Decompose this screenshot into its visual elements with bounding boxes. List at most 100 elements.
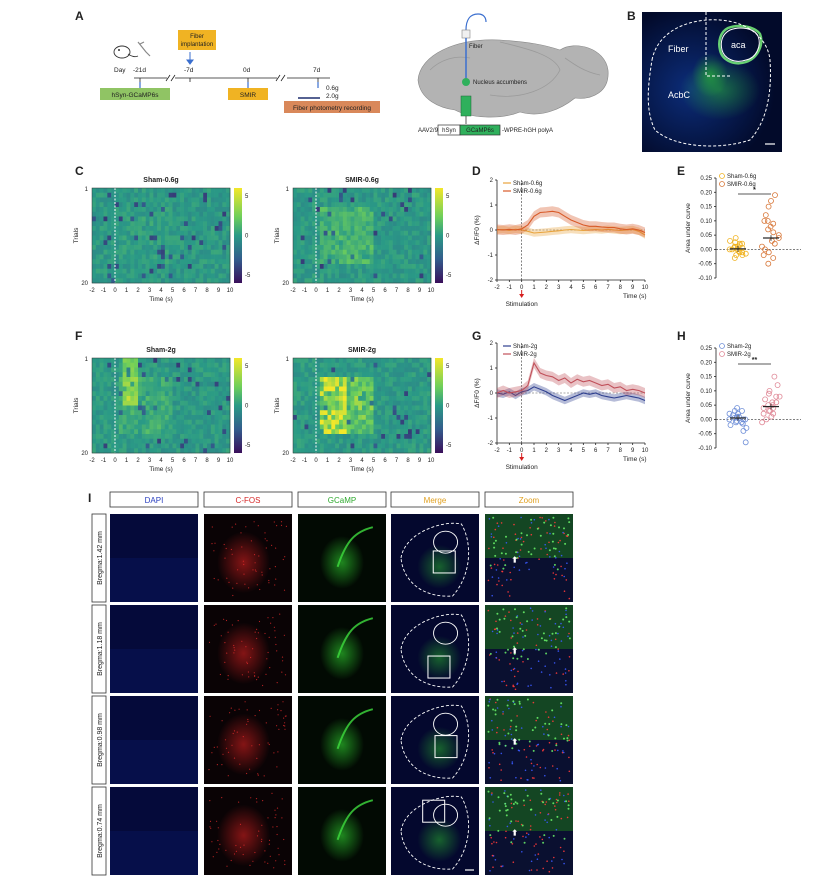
heatmap-cell — [400, 448, 405, 454]
panel-letter-f: F — [75, 329, 82, 343]
heatmap-cell — [335, 264, 340, 270]
x-tick-label: 6 — [594, 285, 598, 291]
heatmap-cell — [134, 358, 139, 364]
heatmap-cell — [222, 192, 227, 198]
heatmap-cell — [153, 216, 158, 222]
heatmap-cell — [157, 438, 162, 444]
heatmap-cell — [308, 438, 313, 444]
data-point — [761, 217, 768, 224]
heatmap-xtick: 5 — [171, 288, 175, 294]
heatmap-cell — [373, 443, 378, 449]
heatmap-cell — [339, 415, 344, 421]
heatmap-cell — [180, 372, 185, 378]
heatmap-cell — [327, 264, 332, 270]
heatmap-cell — [103, 377, 108, 383]
heatmap-cell — [381, 400, 386, 406]
heatmap-cell — [346, 207, 351, 213]
heatmap-cell — [107, 278, 112, 284]
heatmap-cell — [103, 443, 108, 449]
heatmap-cell — [312, 377, 317, 383]
heatmap-cell — [168, 268, 173, 274]
heatmap-cell — [203, 358, 208, 364]
heatmap-cell — [134, 448, 139, 454]
heatmap-cell — [419, 424, 424, 430]
heatmap-cell — [388, 400, 393, 406]
heatmap-cell — [153, 381, 158, 387]
heatmap-cell — [408, 419, 413, 425]
heatmap-cell — [153, 273, 158, 279]
heatmap-cell — [149, 221, 154, 227]
heatmap-cell — [423, 249, 428, 255]
heatmap-cell — [419, 381, 424, 387]
heatmap-cell — [296, 216, 301, 222]
heatmap-cell — [187, 188, 192, 194]
heatmap-cell — [327, 273, 332, 279]
heatmap-cell — [214, 264, 219, 270]
heatmap-cell — [312, 419, 317, 425]
heatmap-cell — [373, 410, 378, 416]
arrow-marker: ⬆ — [511, 828, 518, 837]
heatmap-cell — [308, 197, 313, 203]
heatmap-cell — [168, 372, 173, 378]
heatmap-cell — [385, 400, 390, 406]
heatmap-cell — [323, 381, 328, 387]
heatmap-cell — [107, 254, 112, 260]
heatmap-cell — [419, 400, 424, 406]
heatmap-cell — [134, 197, 139, 203]
heatmap-cell — [161, 410, 166, 416]
heatmap-cell — [130, 230, 135, 236]
heatmap-cell — [423, 230, 428, 236]
heatmap-cell — [312, 273, 317, 279]
heatmap-cell — [199, 377, 204, 383]
heatmap-cell — [138, 419, 143, 425]
heatmap-cell — [415, 448, 420, 454]
heatmap-cell — [157, 443, 162, 449]
heatmap-cell — [126, 372, 131, 378]
heatmap-cell — [358, 362, 363, 368]
heatmap-cell — [145, 372, 150, 378]
heatmap-cell — [339, 278, 344, 284]
heatmap-cell — [319, 192, 324, 198]
heatmap-cell — [369, 188, 374, 194]
heatmap-cell — [126, 273, 131, 279]
heatmap-cell — [161, 386, 166, 392]
heatmap-cell — [369, 211, 374, 217]
heatmap-cell — [176, 438, 181, 444]
heatmap-cell — [319, 268, 324, 274]
heatmap-cell — [312, 211, 317, 217]
heatmap-cell — [331, 386, 336, 392]
heatmap-cell — [385, 235, 390, 241]
heatmap-cell — [218, 438, 223, 444]
heatmap-cell — [207, 448, 212, 454]
heatmap-cell — [111, 448, 116, 454]
heatmap-cell — [392, 202, 397, 208]
heatmap-cell — [222, 400, 227, 406]
heatmap-cell — [396, 197, 401, 203]
heatmap-cell — [122, 419, 127, 425]
heatmap-cell — [373, 396, 378, 402]
heatmap-cell — [99, 410, 104, 416]
heatmap-cell — [392, 188, 397, 194]
heatmap-cell — [176, 400, 181, 406]
heatmap-cell — [392, 254, 397, 260]
heatmap-cell — [373, 367, 378, 373]
heatmap-cell — [184, 207, 189, 213]
heatmap-cell — [130, 448, 135, 454]
heatmap-cell — [365, 377, 370, 383]
heatmap-cell — [180, 415, 185, 421]
heatmap-cell — [199, 273, 204, 279]
y-tick-label: 1 — [490, 366, 494, 372]
heatmap-cell — [207, 211, 212, 217]
heatmap-cell — [381, 249, 386, 255]
heatmap-cell — [312, 386, 317, 392]
heatmap-cell — [141, 358, 146, 364]
heatmap-cell — [400, 362, 405, 368]
heatmap-cell — [176, 443, 181, 449]
x-axis-label: Time (s) — [623, 293, 647, 300]
heatmap-cell — [362, 386, 367, 392]
heatmap-cell — [316, 400, 321, 406]
heatmap-cell — [342, 367, 347, 373]
heatmap-cell — [323, 211, 328, 217]
heatmap-cell — [207, 278, 212, 284]
heatmap-cell — [118, 202, 123, 208]
